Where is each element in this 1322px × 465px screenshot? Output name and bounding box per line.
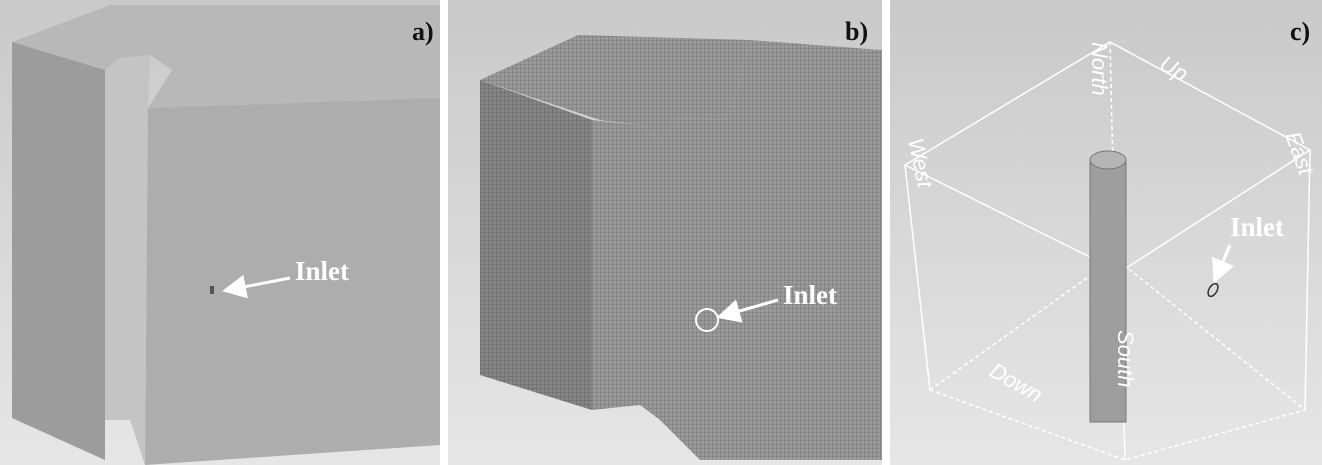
panel-a: Inlet a)	[0, 0, 440, 465]
panel-b: Inlet b)	[448, 0, 882, 465]
face-label: South	[1113, 330, 1138, 388]
notch	[105, 55, 150, 465]
panel-label: a)	[412, 17, 434, 46]
left-face	[480, 80, 592, 410]
panel-c: Inlet c) North Up West East South Down	[890, 0, 1322, 465]
annotation: Inlet	[295, 256, 349, 286]
notch	[592, 120, 660, 420]
inlet-mark	[210, 286, 214, 294]
figure: Inlet a) Inlet b) Inlet c) North Up	[0, 0, 1322, 465]
panel-label: b)	[845, 17, 868, 46]
annotation: Inlet	[783, 280, 837, 310]
panel-label: c)	[1290, 17, 1310, 46]
cylinder-top	[1090, 151, 1126, 169]
left-face	[12, 42, 105, 460]
annotation: Inlet	[1230, 212, 1284, 242]
face-label: North	[1087, 42, 1112, 96]
front-face	[145, 98, 440, 465]
